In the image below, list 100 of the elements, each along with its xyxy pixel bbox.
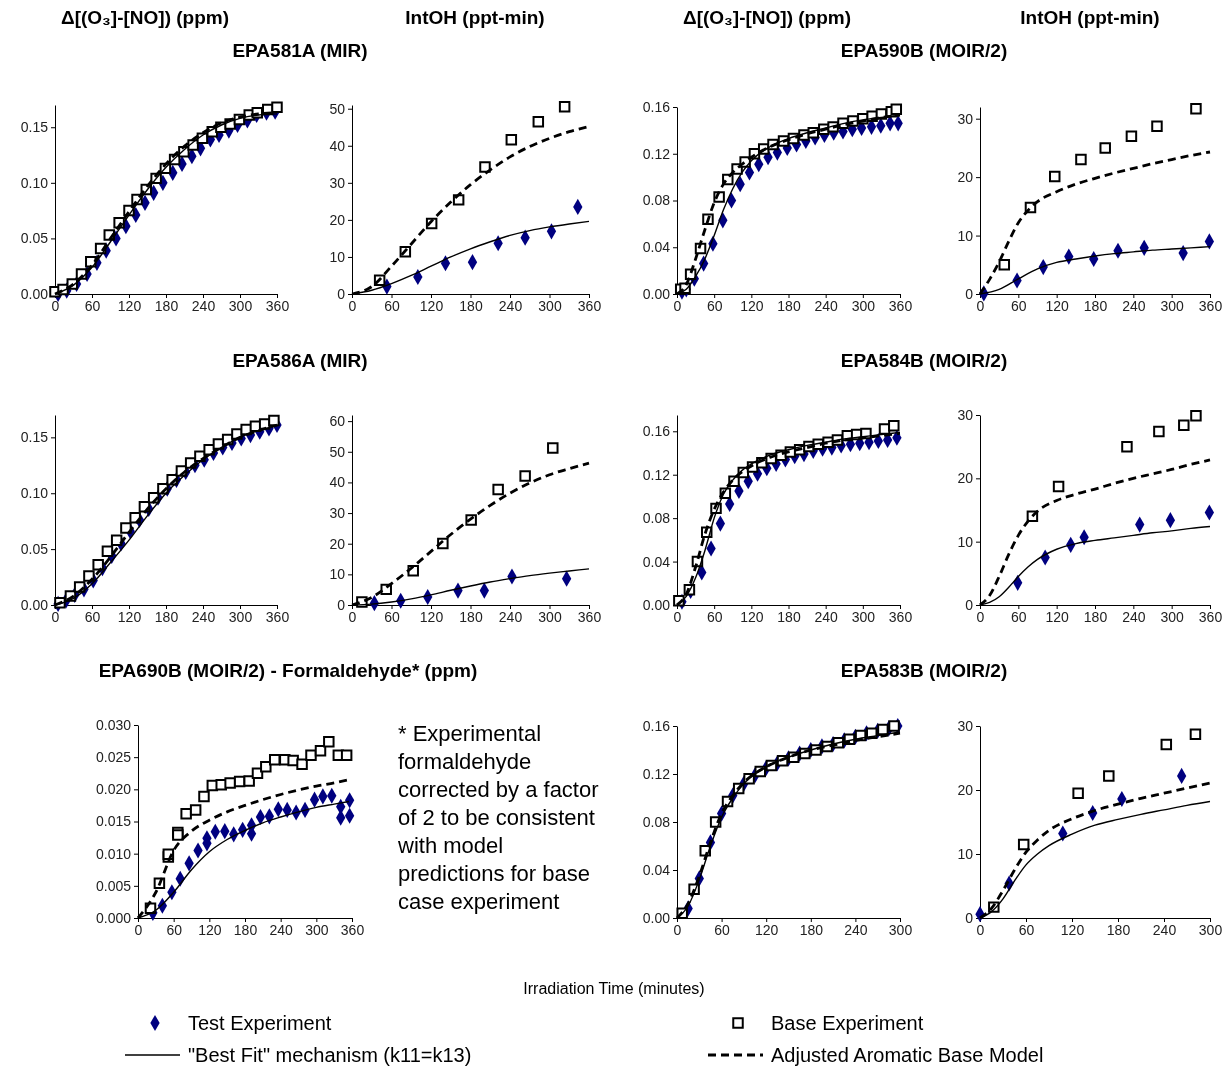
x-tick-label: 60	[714, 921, 731, 938]
legend-label: Test Experiment	[188, 1012, 332, 1034]
y-tick-label: 10	[329, 248, 346, 265]
y-tick-label: 20	[957, 781, 974, 798]
y-tick-label: 0	[965, 909, 974, 926]
y-tick-label: 0.04	[642, 861, 671, 878]
y-tick-label: 20	[329, 211, 346, 228]
x-tick-label: 360	[577, 297, 602, 314]
x-tick-label: 180	[233, 921, 258, 938]
x-tick-label: 300	[538, 297, 562, 314]
y-tick-label: 0.015	[95, 813, 132, 830]
x-tick-label: 180	[1083, 608, 1108, 625]
y-axis-title: IntOH (ppt-min)	[1020, 7, 1160, 28]
y-tick-label: 0.020	[95, 781, 132, 798]
x-tick-label: 0	[673, 921, 682, 938]
y-tick-label: 0.16	[642, 98, 671, 115]
x-tick-label: 0	[673, 608, 682, 625]
y-tick-label: 40	[329, 474, 346, 491]
y-tick-label: 30	[329, 174, 346, 191]
x-tick-label: 60	[166, 921, 183, 938]
y-tick-label: 10	[329, 566, 346, 583]
chart-title: EPA583B (MOIR/2)	[840, 660, 1008, 681]
y-tick-label: 0.16	[642, 423, 671, 440]
legend-label: Base Experiment	[771, 1012, 924, 1034]
y-tick-label: 40	[329, 137, 346, 154]
y-tick-label: 0.04	[642, 553, 671, 570]
y-tick-label: 0.00	[642, 909, 671, 926]
x-tick-label: 240	[1152, 921, 1177, 938]
x-tick-label: 0	[673, 297, 682, 314]
y-tick-label: 10	[957, 533, 974, 550]
x-tick-label: 120	[740, 297, 764, 314]
x-tick-label: 240	[814, 608, 839, 625]
x-tick-label: 120	[1045, 608, 1070, 625]
y-axis-title: Δ[(O₃]-[NO]) (ppm)	[60, 7, 230, 28]
x-tick-label: 240	[1122, 608, 1146, 625]
x-tick-label: 0	[348, 608, 357, 625]
x-tick-label: 180	[777, 297, 801, 314]
y-tick-label: 50	[329, 100, 346, 117]
y-tick-label: 0.00	[642, 285, 671, 302]
y-tick-label: 10	[957, 845, 974, 862]
x-tick-label: 120	[740, 608, 764, 625]
x-tick-label: 0	[51, 608, 60, 625]
x-tick-label: 120	[1060, 921, 1085, 938]
x-tick-label: 0	[51, 297, 60, 314]
y-tick-label: 60	[329, 413, 346, 430]
y-tick-label: 0.04	[642, 239, 671, 256]
x-tick-label: 300	[228, 297, 253, 314]
x-tick-label: 0	[976, 921, 985, 938]
y-tick-label: 0	[337, 596, 346, 613]
y-tick-label: 10	[957, 227, 974, 244]
x-tick-label: 360	[888, 608, 913, 625]
y-tick-label: 0.00	[20, 596, 49, 613]
x-tick-label: 0	[976, 297, 985, 314]
y-tick-label: 0.12	[642, 765, 671, 782]
x-tick-label: 180	[154, 608, 179, 625]
x-tick-label: 240	[814, 297, 839, 314]
y-tick-label: 0.05	[20, 541, 49, 558]
x-tick-label: 180	[1106, 921, 1131, 938]
y-tick-label: 0.15	[20, 119, 49, 136]
x-tick-label: 300	[851, 297, 876, 314]
legend-label: "Best Fit" mechanism (k11=k13)	[188, 1044, 472, 1066]
y-tick-label: 30	[957, 717, 974, 734]
y-tick-label: 0.030	[95, 716, 132, 733]
x-tick-label: 180	[799, 921, 824, 938]
x-tick-label: 360	[888, 297, 913, 314]
y-axis-title: IntOH (ppt-min)	[405, 7, 545, 28]
x-tick-label: 0	[134, 921, 143, 938]
chart-title: EPA581A (MIR)	[232, 40, 368, 61]
y-tick-label: 0.15	[20, 429, 49, 446]
x-tick-label: 360	[577, 608, 602, 625]
chart-title: EPA586A (MIR)	[232, 350, 368, 371]
x-tick-label: 300	[1160, 297, 1185, 314]
x-tick-label: 180	[1083, 297, 1108, 314]
x-tick-label: 360	[265, 297, 290, 314]
x-tick-label: 60	[1011, 608, 1027, 625]
x-tick-label: 60	[706, 297, 723, 314]
x-tick-label: 360	[1198, 297, 1223, 314]
y-axis-title: Δ[(O₃]-[NO]) (ppm)	[682, 7, 852, 28]
x-tick-label: 120	[419, 608, 444, 625]
x-tick-label: 300	[888, 921, 913, 938]
x-tick-label: 240	[191, 608, 216, 625]
x-tick-label: 60	[1011, 297, 1027, 314]
y-tick-label: 30	[329, 505, 346, 522]
x-tick-label: 180	[459, 608, 483, 625]
x-tick-label: 240	[844, 921, 868, 938]
x-tick-label: 360	[265, 608, 290, 625]
x-tick-label: 180	[154, 297, 179, 314]
x-tick-label: 300	[228, 608, 253, 625]
x-tick-label: 360	[1198, 608, 1223, 625]
x-tick-label: 240	[269, 921, 294, 938]
y-tick-label: 0.10	[20, 174, 49, 191]
x-tick-label: 240	[191, 297, 216, 314]
x-tick-label: 120	[419, 297, 444, 314]
y-tick-label: 0	[337, 285, 346, 302]
x-tick-label: 240	[498, 297, 523, 314]
x-tick-label: 60	[384, 297, 400, 314]
x-tick-label: 300	[851, 608, 876, 625]
y-tick-label: 0.010	[95, 845, 132, 862]
x-tick-label: 120	[755, 921, 779, 938]
x-tick-label: 120	[117, 608, 142, 625]
